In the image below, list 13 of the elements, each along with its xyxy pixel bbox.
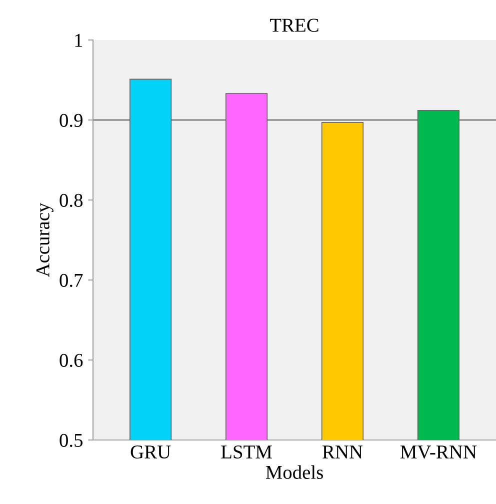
y-tick-label: 0.6 xyxy=(60,354,83,368)
chart-title: TREC xyxy=(270,18,318,32)
y-tick-label: 0.8 xyxy=(60,194,83,208)
x-tick-label: MV-RNN xyxy=(400,446,477,459)
x-axis-title: Models xyxy=(266,465,323,479)
x-tick-label: GRU xyxy=(130,445,171,459)
y-tick-label: 0.5 xyxy=(60,434,83,448)
x-tick-label: LSTM xyxy=(221,445,272,459)
y-tick-label: 0.9 xyxy=(60,114,82,128)
y-tick-label: 1 xyxy=(75,34,82,47)
y-tick-label: 0.7 xyxy=(60,274,83,288)
x-tick-label: RNN xyxy=(322,446,363,458)
y-axis-title: Accuracy xyxy=(36,202,54,278)
